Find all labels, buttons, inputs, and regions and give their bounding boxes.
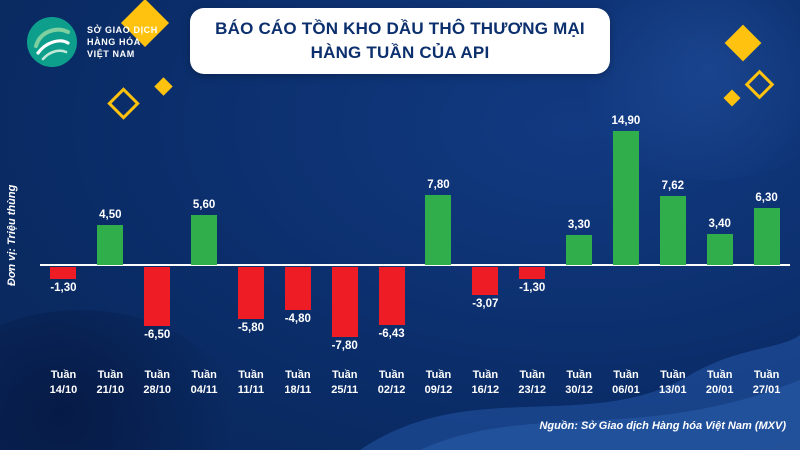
x-tick-prefix: Tuần <box>378 369 405 381</box>
bar-25/11 <box>331 267 358 338</box>
x-tick: Tuần 18/11 <box>274 368 321 398</box>
bar-23/12 <box>519 267 546 279</box>
x-tick-prefix: Tuần <box>753 369 780 381</box>
logo-line-1: SỞ GIAO DỊCH <box>87 25 158 35</box>
x-tick: Tuần 11/11 <box>228 368 275 398</box>
bar-04/11 <box>191 214 218 265</box>
mxv-logo: SỞ GIAO DỊCH HÀNG HÓA VIỆT NAM <box>26 16 158 68</box>
bar-value-label: -6,50 <box>144 328 171 341</box>
bar-value-label: -3,07 <box>472 297 499 310</box>
x-tick-week: 20/01 <box>705 384 734 396</box>
bar-value-label: 14,90 <box>611 114 641 127</box>
source-note: Nguồn: Sở Giao dịch Hàng hóa Việt Nam (M… <box>539 420 786 432</box>
bar-18/11 <box>284 267 311 311</box>
x-tick: Tuần 13/01 <box>649 368 696 398</box>
x-tick-prefix: Tuần <box>144 369 170 381</box>
bar-20/01 <box>706 234 733 265</box>
title-box: BÁO CÁO TỒN KHO DẦU THÔ THƯƠNG MẠI HÀNG … <box>190 8 610 74</box>
bar-value-label: 3,30 <box>567 219 591 232</box>
logo-line-3: VIỆT NAM <box>87 49 135 59</box>
x-tick-prefix: Tuần <box>613 369 639 381</box>
x-tick-prefix: Tuần <box>706 369 733 381</box>
bar-value-label: -1,30 <box>519 281 546 294</box>
bar-value-label: 7,80 <box>427 178 450 191</box>
bar-value-label: -6,43 <box>378 327 405 340</box>
zero-axis-line <box>40 264 790 266</box>
x-tick-prefix: Tuần <box>331 369 358 381</box>
bar-14/10 <box>50 267 77 279</box>
x-tick: Tuần 16/12 <box>462 368 509 398</box>
bar-value-label: 7,62 <box>661 180 685 193</box>
bar-09/12 <box>425 194 452 265</box>
x-tick-prefix: Tuần <box>50 369 77 381</box>
x-tick: Tuần 21/10 <box>87 368 134 398</box>
x-tick-week: 18/11 <box>284 384 312 396</box>
bar-value-label: 4,50 <box>99 208 122 221</box>
x-tick-week: 25/11 <box>331 384 359 396</box>
bar-value-label: 6,30 <box>755 192 778 205</box>
x-tick: Tuần 09/12 <box>415 368 462 398</box>
x-tick-week: 13/01 <box>659 384 687 396</box>
x-tick: Tuần 25/11 <box>321 368 368 398</box>
x-tick-prefix: Tuần <box>425 369 452 381</box>
x-tick: Tuần 06/01 <box>603 368 650 398</box>
bar-chart: -1,30 4,50 -6,50 5,60 -5,80 -4,80 -7,80 -6,43 7,… <box>40 95 790 375</box>
bar-value-label: 5,60 <box>192 198 216 211</box>
x-tick-week: 11/11 <box>237 384 265 396</box>
x-tick-prefix: Tuần <box>660 369 686 381</box>
x-tick-week: 30/12 <box>565 384 593 396</box>
chart-title-line2: HÀNG TUẦN CỦA API <box>310 43 490 62</box>
x-tick-week: 21/10 <box>96 384 125 396</box>
chart-title-line1: BÁO CÁO TỒN KHO DẦU THÔ THƯƠNG MẠI <box>215 19 585 38</box>
mxv-logo-icon <box>27 17 77 67</box>
x-axis-labels: Tuần 14/10 Tuần 21/10 Tuần 28/10 Tuần 04/11 Tuần… <box>40 368 790 398</box>
x-tick-prefix: Tuần <box>97 369 124 381</box>
x-tick: Tuần 27/01 <box>743 368 790 398</box>
bar-21/10 <box>97 224 124 265</box>
bar-value-label: 3,40 <box>708 218 731 231</box>
decor-diamond-right-1 <box>724 24 762 62</box>
bar-27/01 <box>753 208 780 265</box>
x-tick: Tuần 04/11 <box>181 368 228 398</box>
logo-line-2: HÀNG HÓA <box>87 37 141 47</box>
x-tick: Tuần 23/12 <box>509 368 556 398</box>
bar-13/01 <box>659 196 686 265</box>
x-tick-week: 14/10 <box>49 384 78 396</box>
bar-value-label: -7,80 <box>331 340 358 353</box>
x-tick-week: 23/12 <box>518 384 546 396</box>
x-tick-prefix: Tuần <box>238 369 264 381</box>
x-tick-week: 09/12 <box>424 384 453 396</box>
x-tick-week: 04/11 <box>190 384 218 396</box>
x-tick-prefix: Tuần <box>519 369 545 381</box>
bar-02/12 <box>378 267 405 325</box>
x-tick: Tuần 28/10 <box>134 368 181 398</box>
x-tick-week: 06/01 <box>612 384 640 396</box>
bar-30/12 <box>566 235 593 265</box>
bar-28/10 <box>144 267 171 326</box>
x-tick: Tuần 20/01 <box>696 368 743 398</box>
bar-value-label: -4,80 <box>284 313 311 326</box>
x-tick-prefix: Tuần <box>191 369 217 381</box>
x-tick: Tuần 30/12 <box>556 368 603 398</box>
mxv-logo-text: SỞ GIAO DỊCH HÀNG HÓA VIỆT NAM <box>87 24 158 60</box>
x-tick-week: 27/01 <box>752 384 781 396</box>
y-axis-label: Đơn vị: Triệu thùng <box>6 184 18 286</box>
bar-value-label: -5,80 <box>237 322 265 335</box>
x-tick: Tuần 14/10 <box>40 368 87 398</box>
bar-11/11 <box>237 267 264 320</box>
x-tick-prefix: Tuần <box>566 369 592 381</box>
bar-16/12 <box>472 267 499 295</box>
x-tick: Tuần 02/12 <box>368 368 415 398</box>
x-tick-week: 28/10 <box>143 384 171 396</box>
decor-diamond-small <box>154 77 173 96</box>
x-tick-prefix: Tuần <box>472 369 499 381</box>
x-tick-week: 16/12 <box>471 384 500 396</box>
x-tick-week: 02/12 <box>377 384 406 396</box>
x-tick-prefix: Tuần <box>285 369 311 381</box>
bar-06/01 <box>612 130 639 265</box>
bar-value-label: -1,30 <box>50 281 77 294</box>
